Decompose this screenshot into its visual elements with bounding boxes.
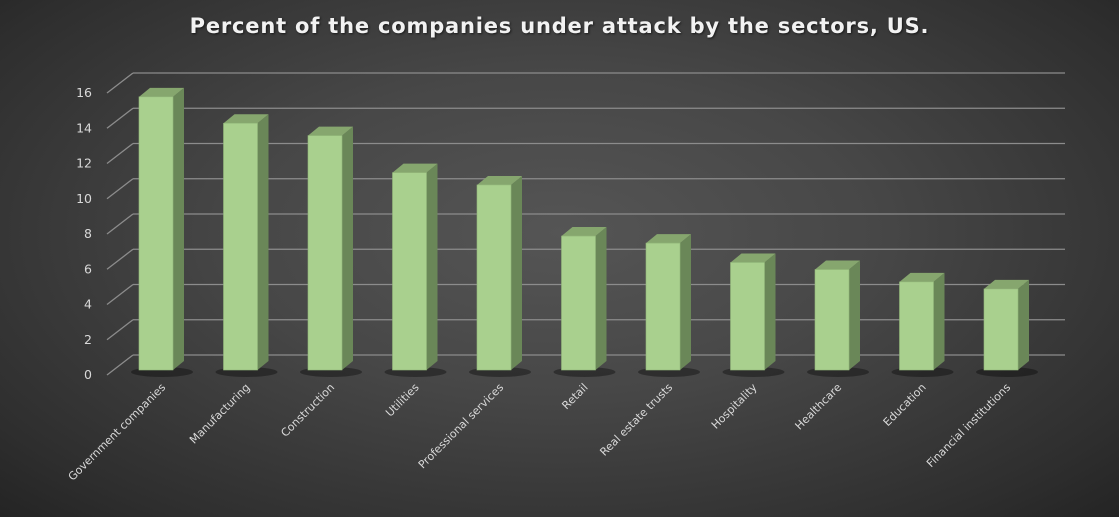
bar	[807, 260, 869, 377]
bars	[131, 87, 1038, 377]
x-category-label: Healthcare	[793, 381, 845, 433]
x-category-label: Government companies	[66, 381, 169, 484]
bar	[384, 163, 447, 377]
x-category-label: Hospitality	[709, 381, 760, 432]
x-axis-labels: Government companies Manufacturing Constru…	[66, 381, 1014, 484]
bar	[553, 227, 616, 377]
x-category-label: Retail	[559, 381, 590, 412]
bar	[215, 114, 278, 377]
x-category-label: Education	[881, 381, 929, 429]
y-tick-label: 6	[84, 261, 92, 276]
x-category-label: Manufacturing	[187, 381, 253, 447]
y-tick-label: 14	[76, 120, 92, 135]
bar	[891, 272, 954, 377]
bar	[976, 279, 1038, 377]
y-tick-label: 10	[76, 191, 92, 206]
x-category-label: Real estate trusts	[597, 381, 675, 459]
y-tick-label: 12	[76, 156, 92, 171]
y-axis-ticks: 0 2 4 6 8 10 12 14 16	[76, 85, 92, 382]
bar	[722, 253, 785, 377]
bar	[638, 234, 700, 377]
y-tick-label: 2	[84, 332, 92, 347]
y-tick-label: 0	[84, 367, 92, 382]
y-tick-label: 8	[84, 226, 92, 241]
x-category-label: Financial institutions	[924, 381, 1013, 470]
bar	[131, 87, 193, 377]
y-tick-label: 4	[84, 297, 92, 312]
x-category-label: Construction	[278, 381, 337, 440]
x-category-label: Professional services	[416, 381, 507, 472]
chart-title: Percent of the companies under attack by…	[189, 14, 930, 38]
y-tick-label: 16	[76, 85, 92, 100]
x-category-label: Utilities	[383, 381, 422, 420]
bar	[300, 126, 362, 377]
bar	[469, 175, 531, 377]
